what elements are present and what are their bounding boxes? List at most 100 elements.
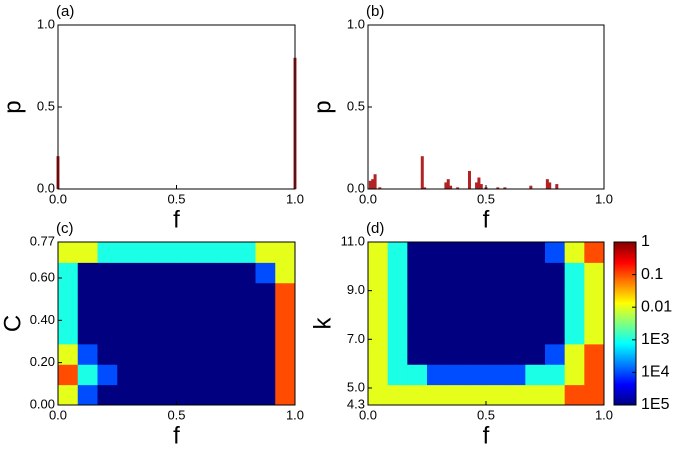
x-tick-label: 0.0	[49, 407, 67, 422]
heatmap-cell	[235, 262, 256, 284]
heatmap-cell	[525, 384, 546, 406]
heatmap-cell	[137, 384, 158, 406]
heatmap-cell	[505, 323, 526, 345]
panel-label: (d)	[366, 220, 384, 237]
heatmap-cell	[564, 323, 585, 345]
heatmap-cell	[216, 303, 237, 324]
heatmap-cell	[584, 282, 605, 304]
y-tick-label: 0.0	[37, 180, 55, 195]
heatmap-cell	[427, 364, 448, 386]
heatmap-cell	[368, 364, 389, 386]
y-tick-label: 1.0	[37, 16, 55, 31]
colorbar	[613, 241, 637, 406]
heatmap-cell	[77, 343, 98, 365]
heatmap-cell	[58, 282, 79, 304]
heatmap-cell	[216, 262, 237, 284]
heatmap-cell	[275, 364, 296, 386]
heatmap-cell	[97, 303, 118, 324]
bar	[449, 185, 453, 189]
bar	[456, 187, 460, 189]
heatmap-cell	[564, 303, 585, 324]
x-tick-label: 0.5	[167, 191, 185, 206]
heatmap-cell	[97, 384, 118, 406]
heatmap-cell	[196, 303, 217, 324]
heatmap-cell	[58, 262, 79, 284]
heatmap-cell	[117, 262, 138, 284]
heatmap-cell	[505, 262, 526, 284]
y-tick-label: 0.20	[30, 354, 55, 369]
heatmap-cell	[196, 262, 217, 284]
colorbar-label: 1E5	[641, 396, 670, 413]
heatmap-cell	[97, 364, 118, 386]
x-axis-label: f	[173, 422, 180, 449]
colorbar-label: 0.1	[641, 266, 663, 283]
heatmap-cell	[77, 282, 98, 304]
heatmap-cell	[368, 242, 389, 263]
heatmap-cell	[486, 323, 507, 345]
y-tick-label: 9.0	[347, 282, 365, 297]
y-tick-label: 0.00	[30, 396, 55, 411]
heatmap-cell	[564, 262, 585, 284]
heatmap-cell	[505, 384, 526, 406]
heatmap-cell	[486, 242, 507, 263]
heatmap-cell	[216, 364, 237, 386]
heatmap-cell	[97, 242, 118, 263]
heatmap-cell	[255, 303, 276, 324]
bar	[496, 187, 500, 189]
heatmap-cell	[466, 303, 487, 324]
heatmap-cell	[368, 282, 389, 304]
heatmap-cell	[564, 343, 585, 365]
heatmap-cell	[407, 262, 428, 284]
heatmap-cell	[117, 384, 138, 406]
heatmap-cell	[255, 242, 276, 263]
x-axis-label: f	[483, 206, 490, 233]
heatmap-cell	[407, 343, 428, 365]
heatmap-cell	[427, 303, 448, 324]
heatmap-cell	[446, 262, 467, 284]
y-tick-label: 0.5	[37, 98, 55, 113]
colorbar-label: 1E4	[641, 364, 670, 381]
bar	[368, 180, 372, 189]
heatmap-cell	[584, 343, 605, 365]
heatmap-cell	[255, 343, 276, 365]
heatmap-cell	[216, 323, 237, 345]
heatmap-cell	[584, 384, 605, 406]
heatmap-cell	[176, 343, 197, 365]
heatmap-cell	[525, 262, 546, 284]
heatmap-cell	[196, 242, 217, 263]
heatmap-cell	[387, 384, 408, 406]
bar	[373, 174, 377, 189]
heatmap-cell	[387, 323, 408, 345]
heatmap-cell	[97, 323, 118, 345]
heatmap-cell	[564, 282, 585, 304]
y-tick-label: 0.40	[30, 312, 55, 327]
heatmap-cell	[156, 364, 177, 386]
heatmap-cell	[77, 384, 98, 406]
y-tick-label: 5.0	[347, 379, 365, 394]
heatmap-cell	[176, 303, 197, 324]
heatmap-cell	[235, 282, 256, 304]
bar	[446, 179, 450, 189]
heatmap-cell	[368, 323, 389, 345]
heatmap-cell	[275, 323, 296, 345]
heatmap-cell	[235, 343, 256, 365]
heatmap-cell	[77, 242, 98, 263]
heatmap-cell	[117, 282, 138, 304]
heatmap-cell	[466, 384, 487, 406]
heatmap-cell	[486, 343, 507, 365]
heatmap-cell	[466, 323, 487, 345]
heatmap-cell	[407, 242, 428, 263]
x-tick-label: 0.5	[167, 407, 185, 422]
panel-label: (b)	[366, 3, 384, 20]
heatmap-cell	[77, 262, 98, 284]
x-tick-label: 0.5	[477, 407, 495, 422]
heatmap-cell	[216, 282, 237, 304]
heatmap-cell	[156, 384, 177, 406]
heatmap-cell	[275, 384, 296, 406]
heatmap-cell	[196, 384, 217, 406]
heatmap-cell	[486, 282, 507, 304]
heatmap-cell	[387, 262, 408, 284]
heatmap-cell	[505, 303, 526, 324]
heatmap-cell	[255, 323, 276, 345]
bar	[423, 187, 427, 189]
